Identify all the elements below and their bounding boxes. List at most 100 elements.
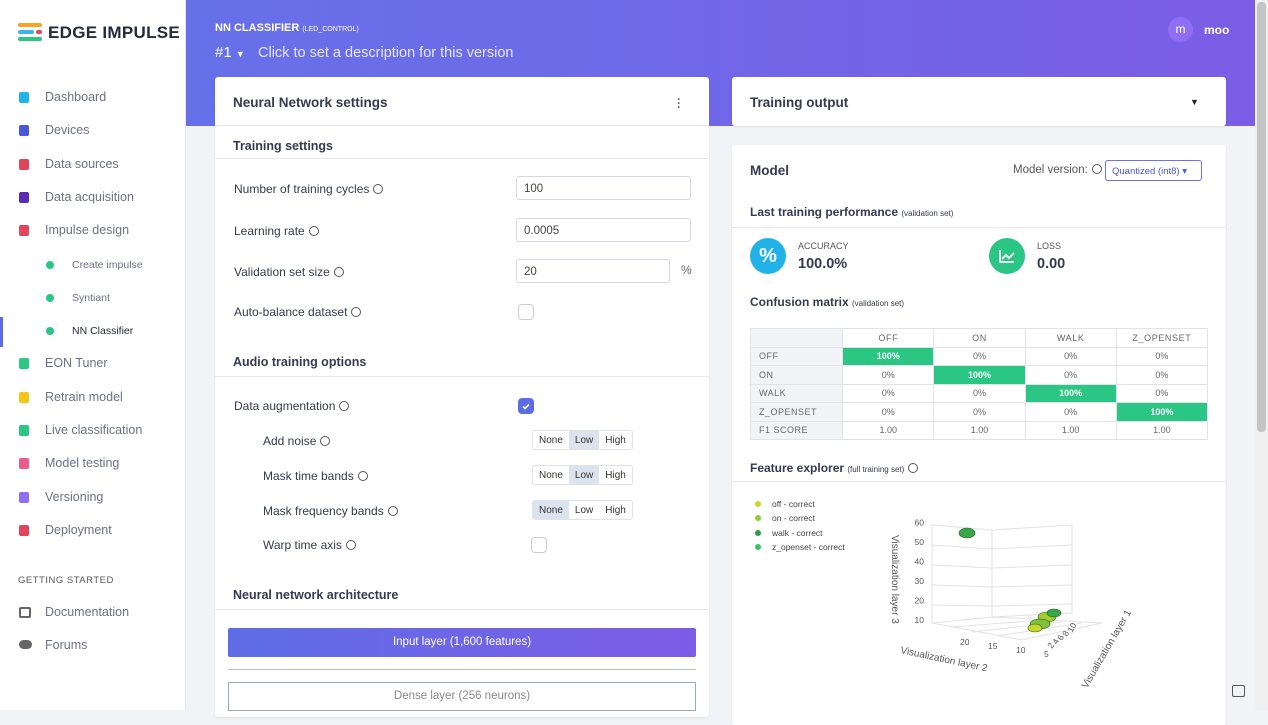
x-tick-label: 2: [1045, 641, 1056, 650]
nav-item[interactable]: Syntiant: [72, 291, 110, 304]
chat-button[interactable]: [1232, 685, 1245, 697]
z-tick-label: 40: [915, 557, 925, 567]
icon: [19, 640, 32, 649]
legend-dot[interactable]: [755, 529, 761, 536]
text-input[interactable]: 100: [516, 176, 691, 200]
section-heading: Last training performance (validation se…: [750, 205, 953, 219]
choice[interactable]: None: [539, 470, 563, 481]
cell: 0%: [1024, 402, 1117, 422]
icon: [19, 607, 31, 618]
checkbox[interactable]: [518, 304, 534, 320]
label: Quantized (int8): [1112, 166, 1180, 177]
nav-item[interactable]: Data sources: [45, 156, 119, 171]
matrix-row: ON 0% 100% 0% 0%: [749, 365, 1209, 385]
cell: 0%: [933, 383, 1026, 403]
version-select[interactable]: Quantized (int8) ▾: [1105, 160, 1202, 181]
nav-item[interactable]: Live classification: [45, 423, 143, 437]
legend-label[interactable]: walk - correct: [772, 527, 823, 538]
loss-icon: [989, 238, 1025, 274]
z-axis-title: Visualization layer 3: [889, 535, 900, 624]
label: Validation set size: [234, 265, 330, 279]
y-tick-label: 15: [988, 641, 998, 651]
option-label: Add noise: [263, 434, 331, 448]
page-title: NN CLASSIFIER: [215, 22, 300, 34]
cell: 0%: [842, 402, 935, 422]
nav-item[interactable]: NN Classifier: [72, 325, 134, 338]
icon: [19, 491, 29, 503]
help-icon: [357, 471, 368, 481]
model-card: Model Model version: Quantized (int8) ▾ …: [732, 145, 1226, 725]
choice[interactable]: None: [533, 501, 569, 519]
nav-item[interactable]: Create impulse: [72, 258, 143, 271]
caret[interactable]: ▼: [1190, 97, 1199, 107]
icon: [19, 158, 29, 170]
user-name[interactable]: moo: [1204, 23, 1230, 37]
nav-item[interactable]: Dashboard: [45, 90, 107, 104]
label: Number of training cycles: [234, 182, 370, 196]
nav-item[interactable]: Retrain model: [45, 389, 123, 404]
version-selector[interactable]: #1 ▼: [215, 44, 245, 61]
label: Mask time bands: [263, 469, 354, 483]
nav-link[interactable]: Documentation: [45, 605, 130, 619]
option-label: Mask time bands: [263, 469, 368, 483]
dense-layer[interactable]: Dense layer (256 neurons): [228, 682, 696, 711]
legend-dot[interactable]: [755, 543, 761, 550]
legend-label[interactable]: off - correct: [772, 499, 815, 509]
nav-link[interactable]: Forums: [45, 638, 88, 652]
help-icon: [373, 184, 384, 194]
row-header: F1 SCORE: [749, 420, 844, 440]
nav-item[interactable]: Model testing: [45, 456, 120, 471]
version: #1: [215, 44, 232, 61]
metric-value: 0.00: [1037, 256, 1066, 272]
choice[interactable]: High: [605, 435, 626, 446]
field-label: Auto-balance dataset: [234, 305, 362, 319]
avatar[interactable]: m: [1168, 17, 1193, 42]
nav-item[interactable]: EON Tuner: [45, 356, 108, 371]
card-title: Training output: [750, 95, 849, 110]
cell: 0%: [842, 365, 935, 385]
nav-item[interactable]: Versioning: [45, 489, 104, 504]
cell: 1.00: [1115, 420, 1209, 440]
legend-label[interactable]: on - correct: [772, 513, 815, 524]
nav-item[interactable]: Deployment: [45, 522, 112, 537]
training-output-card[interactable]: Training output ▼: [732, 77, 1226, 126]
z-tick-label: 60: [915, 518, 925, 528]
help-icon: [333, 267, 344, 277]
choice[interactable]: Low: [568, 466, 600, 484]
segmented-control: None Low High: [532, 500, 633, 520]
menu[interactable]: · · ·: [677, 92, 681, 114]
text-input[interactable]: 0.0005: [516, 217, 691, 242]
input-layer[interactable]: Input layer (1,600 features): [228, 628, 696, 657]
legend-label[interactable]: z_openset - correct: [772, 541, 845, 552]
nav-item[interactable]: Data acquisition: [45, 189, 134, 204]
nav-item[interactable]: Devices: [45, 123, 90, 138]
legend-dot[interactable]: [755, 515, 761, 522]
cell: 0%: [1024, 365, 1117, 385]
choice[interactable]: High: [605, 470, 626, 481]
legend-dot[interactable]: [755, 501, 761, 507]
nav-item[interactable]: Impulse design: [45, 223, 130, 238]
text-input[interactable]: 20: [516, 259, 670, 283]
icon: [19, 191, 29, 203]
choice[interactable]: None: [539, 435, 563, 446]
choice[interactable]: High: [605, 505, 626, 516]
section-heading: Audio training options: [233, 355, 367, 369]
label: Last training performance: [750, 205, 899, 219]
cell: 0%: [933, 402, 1026, 422]
cell: 0%: [1115, 346, 1209, 366]
sidebar: EDGE IMPULSE Dashboard Devices Data source…: [0, 0, 186, 710]
label: Auto-balance dataset: [234, 305, 348, 319]
row-header: Z_OPENSET: [749, 402, 844, 422]
z-tick-label: 10: [915, 615, 925, 625]
row-header: WALK: [749, 383, 844, 403]
choice[interactable]: Low: [574, 505, 594, 516]
version-description[interactable]: Click to set a description for this vers…: [258, 45, 514, 61]
field-label: Warp time axis: [263, 538, 356, 552]
checkbox[interactable]: [531, 537, 547, 553]
choice[interactable]: Low: [568, 431, 600, 449]
checkbox-checked[interactable]: [518, 398, 534, 414]
unit: %: [681, 263, 692, 277]
row-header: OFF: [749, 346, 844, 366]
